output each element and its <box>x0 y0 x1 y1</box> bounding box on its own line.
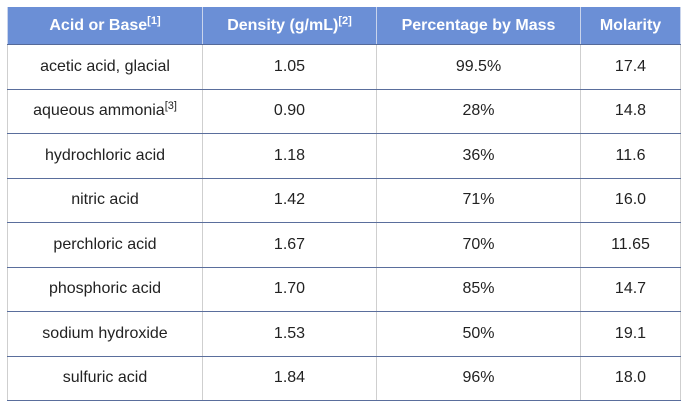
header-cell: Molarity <box>580 7 681 45</box>
table-row: aqueous ammonia[3] 0.90 28% 14.8 <box>7 89 681 134</box>
table-row: sodium hydroxide 1.53 50% 19.1 <box>7 311 681 357</box>
table-row: nitric acid 1.42 71% 16.0 <box>7 178 681 223</box>
table-cell: 1.53 <box>202 311 377 357</box>
cell-text: Percentage by Mass <box>401 16 556 34</box>
table-body: acetic acid, glacial 1.05 99.5% 17.4 aqueous… <box>7 44 681 401</box>
table-cell: 14.7 <box>580 267 681 312</box>
table-row: acetic acid, glacial 1.05 99.5% 17.4 <box>7 44 681 90</box>
cell-text: 11.65 <box>611 235 650 253</box>
footnote-ref: [1] <box>147 14 161 27</box>
cell-text: 11.6 <box>615 146 646 164</box>
cell-text: 1.53 <box>273 324 306 342</box>
cell-text: sulfuric acid <box>62 369 148 387</box>
cell-text: 19.1 <box>614 324 647 342</box>
cell-text: sodium hydroxide <box>42 324 168 342</box>
cell-text: Molarity <box>599 16 662 34</box>
cell-text: 14.8 <box>614 102 647 120</box>
cell-text: 0.90 <box>273 102 306 120</box>
table-cell: 19.1 <box>580 311 681 357</box>
footnote-ref: [2] <box>338 14 352 27</box>
cell-text: 96% <box>462 369 495 387</box>
cell-text: 18.0 <box>614 369 647 387</box>
table-cell: sulfuric acid <box>7 356 203 401</box>
cell-text: 1.84 <box>273 369 306 387</box>
cell-text: aqueous ammonia <box>33 102 165 120</box>
table-cell: 36% <box>376 133 581 179</box>
table-cell: 11.65 <box>580 222 681 268</box>
cell-text: 17.4 <box>614 57 647 75</box>
cell-text: 28% <box>462 102 495 120</box>
table-cell: 11.6 <box>580 133 681 179</box>
cell-text: 1.67 <box>273 235 306 253</box>
header-row: Acid or Base[1] Density (g/mL)[2] Percenta… <box>7 7 681 45</box>
table-cell: 71% <box>376 178 581 223</box>
table-cell: 70% <box>376 222 581 268</box>
header-cell: Acid or Base[1] <box>7 7 203 45</box>
cell-text: hydrochloric acid <box>44 146 166 164</box>
table-cell: 14.8 <box>580 89 681 134</box>
cell-text: 50% <box>462 324 495 342</box>
cell-text: Acid or Base <box>49 16 148 34</box>
table-cell: sodium hydroxide <box>7 311 203 357</box>
table-cell: 50% <box>376 311 581 357</box>
table-cell: 28% <box>376 89 581 134</box>
table-cell: 99.5% <box>376 44 581 90</box>
table-row: perchloric acid 1.67 70% 11.65 <box>7 222 681 268</box>
table-cell: phosphoric acid <box>7 267 203 312</box>
table-cell: 1.67 <box>202 222 377 268</box>
cell-text: 1.42 <box>273 191 306 209</box>
table-cell: 17.4 <box>580 44 681 90</box>
table-row: phosphoric acid 1.70 85% 14.7 <box>7 267 681 312</box>
table-cell: nitric acid <box>7 178 203 223</box>
cell-text: phosphoric acid <box>48 280 162 298</box>
table-cell: 1.42 <box>202 178 377 223</box>
acid-base-table: Acid or Base[1] Density (g/mL)[2] Percenta… <box>7 7 681 401</box>
header-cell: Percentage by Mass <box>376 7 581 45</box>
table-row: hydrochloric acid 1.18 36% 11.6 <box>7 133 681 179</box>
table-cell: perchloric acid <box>7 222 203 268</box>
cell-text: perchloric acid <box>53 235 157 253</box>
table-cell: 18.0 <box>580 356 681 401</box>
table-cell: aqueous ammonia[3] <box>7 89 203 134</box>
cell-text: 85% <box>462 280 495 298</box>
table-row: sulfuric acid 1.84 96% 18.0 <box>7 356 681 401</box>
cell-text: 16.0 <box>614 191 647 209</box>
table-cell: 85% <box>376 267 581 312</box>
table-cell: 1.18 <box>202 133 377 179</box>
header-cell: Density (g/mL)[2] <box>202 7 377 45</box>
cell-text: 1.70 <box>273 280 306 298</box>
cell-text: 36% <box>462 146 495 164</box>
table-cell: 0.90 <box>202 89 377 134</box>
cell-text: nitric acid <box>71 191 139 209</box>
cell-text: acetic acid, glacial <box>40 57 170 75</box>
table-cell: 1.84 <box>202 356 377 401</box>
cell-text: 14.7 <box>614 280 647 298</box>
cell-text: 70% <box>462 235 495 253</box>
table-cell: acetic acid, glacial <box>7 44 203 90</box>
footnote-ref: [3] <box>164 100 177 113</box>
table-cell: 96% <box>376 356 581 401</box>
table-cell: 1.70 <box>202 267 377 312</box>
cell-text: 1.05 <box>273 57 306 75</box>
table-cell: 1.05 <box>202 44 377 90</box>
table-cell: 16.0 <box>580 178 681 223</box>
table-cell: hydrochloric acid <box>7 133 203 179</box>
cell-text: 1.18 <box>273 146 306 164</box>
cell-text: 71% <box>462 191 495 209</box>
cell-text: 99.5% <box>455 57 502 75</box>
cell-text: Density (g/mL) <box>227 16 339 34</box>
